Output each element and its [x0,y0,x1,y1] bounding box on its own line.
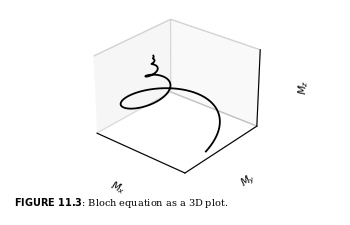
X-axis label: $M_x$: $M_x$ [107,178,127,197]
Y-axis label: $M_y$: $M_y$ [238,171,259,191]
Text: $\mathbf{FIGURE\ 11.3}$: Bloch equation as a 3D plot.: $\mathbf{FIGURE\ 11.3}$: Bloch equation … [14,196,228,210]
